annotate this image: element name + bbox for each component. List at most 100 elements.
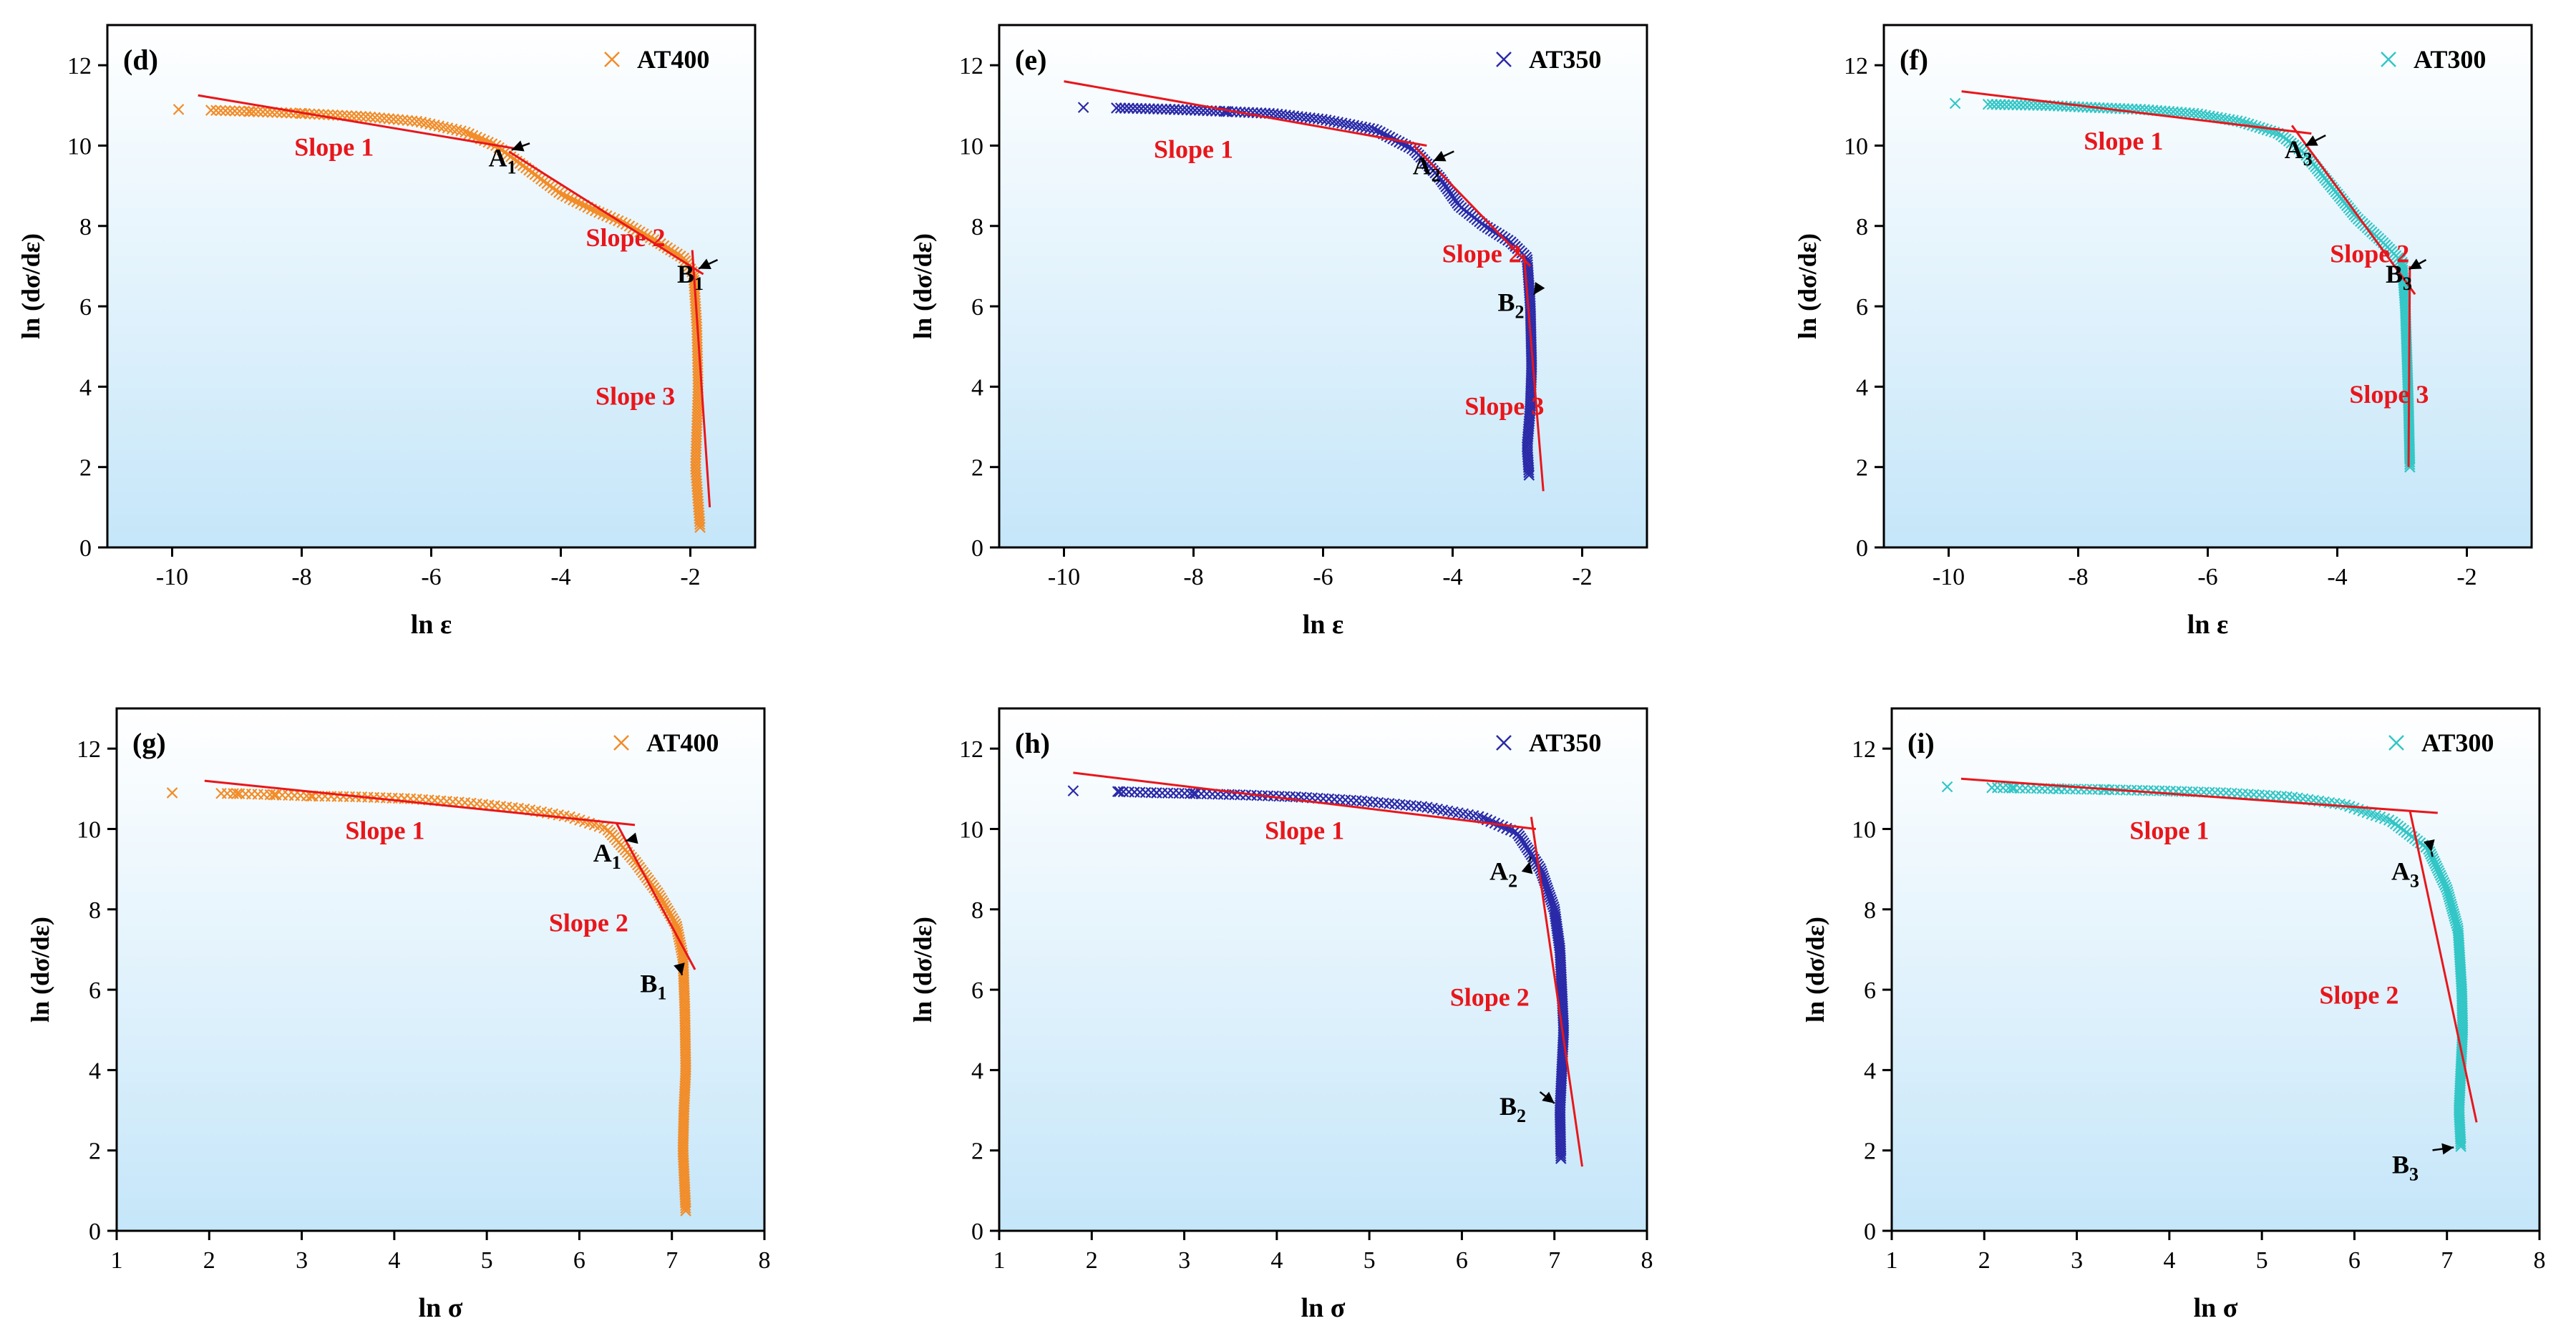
y-tick-label: 8 <box>1856 214 1868 240</box>
y-tick-label: 8 <box>89 897 101 924</box>
x-tick-label: -2 <box>2456 564 2477 590</box>
data-markers <box>1067 785 1570 1164</box>
data-point <box>1077 102 1089 113</box>
x-tick-label: -6 <box>1313 564 1333 590</box>
data-point <box>383 113 395 125</box>
axes-frame <box>998 707 1648 1232</box>
data-point <box>2404 456 2416 468</box>
point-label: B3 <box>2386 260 2412 294</box>
y-tick-label: 4 <box>1856 374 1868 401</box>
y-tick-label: 10 <box>67 133 92 160</box>
data-point <box>2019 99 2031 111</box>
data-point <box>694 519 706 530</box>
data-point <box>379 112 390 125</box>
data-point <box>1986 99 1998 110</box>
point-subscript: 1 <box>657 983 666 1004</box>
slope-annotation: Slope 1 <box>1154 135 1233 163</box>
fit-line <box>2407 265 2411 467</box>
arrow-head <box>674 962 685 975</box>
data-point <box>215 104 227 117</box>
data-point <box>556 189 568 200</box>
y-tick-label: 12 <box>77 736 101 763</box>
point-subscript: 2 <box>1517 1106 1526 1126</box>
data-point <box>2455 1141 2466 1152</box>
data-point <box>411 115 423 127</box>
panel-label: (d) <box>123 44 158 76</box>
data-point <box>655 238 666 250</box>
point-label: B3 <box>2392 1150 2419 1184</box>
data-point <box>680 1058 691 1071</box>
data-point <box>2404 461 2416 473</box>
point-subscript: 2 <box>1432 165 1441 186</box>
data-point <box>1172 104 1185 115</box>
x-tick-label: -8 <box>2068 564 2088 590</box>
data-point <box>172 104 185 115</box>
data-point <box>2073 101 2084 113</box>
data-point <box>677 1141 689 1153</box>
y-tick-label: 0 <box>1856 535 1868 562</box>
plot-background <box>117 708 764 1231</box>
data-point <box>563 192 575 204</box>
y-tick-label: 8 <box>1864 897 1876 924</box>
x-tick-label: -4 <box>550 564 570 590</box>
data-point <box>2106 102 2117 114</box>
data-point <box>397 114 409 126</box>
legend-marker <box>1496 52 1512 67</box>
point-letter: A <box>2285 135 2303 164</box>
point-subscript: 1 <box>507 157 517 177</box>
data-point <box>1523 469 1535 481</box>
data-point <box>313 108 325 120</box>
panel-label: (h) <box>1015 727 1050 759</box>
x-tick-label: -2 <box>680 564 700 590</box>
data-point <box>1181 104 1192 116</box>
x-tick-label: 4 <box>1270 1247 1283 1274</box>
data-point <box>419 117 432 129</box>
legend-label: AT300 <box>2414 45 2486 74</box>
data-point <box>661 242 674 254</box>
x-tick-label: 2 <box>1978 1247 1991 1274</box>
y-tick-label: 6 <box>79 294 92 321</box>
x-tick-label: 6 <box>1456 1247 1468 1274</box>
x-axis-label: ln ε <box>1303 610 1343 640</box>
y-tick-label: 0 <box>971 535 983 562</box>
data-point <box>1949 97 1961 109</box>
data-point <box>568 194 579 206</box>
point-subscript: 1 <box>612 852 621 873</box>
data-point <box>224 105 236 117</box>
plot-background <box>1892 708 2539 1231</box>
data-point <box>429 120 440 131</box>
data-point <box>678 1117 689 1129</box>
x-tick-label: -4 <box>1442 564 1462 590</box>
y-tick-label: 0 <box>971 1219 983 1245</box>
data-point <box>1123 102 1134 114</box>
data-point <box>369 112 381 123</box>
x-tick-label: 1 <box>993 1247 1006 1274</box>
fit-line <box>204 779 636 827</box>
data-point <box>1144 103 1155 114</box>
axes-frame <box>115 707 766 1232</box>
y-tick-label: 12 <box>1844 53 1868 79</box>
fit-line <box>1413 145 1532 267</box>
point-letter: A <box>1413 152 1432 180</box>
x-tick-label: 1 <box>1886 1247 1898 1274</box>
data-point <box>360 111 371 122</box>
y-tick-label: 2 <box>79 455 92 482</box>
data-point <box>1131 102 1143 114</box>
slope-annotation: Slope 1 <box>1265 816 1344 845</box>
y-tick-label: 0 <box>1864 1219 1876 1245</box>
data-point <box>679 1019 691 1030</box>
data-point <box>243 105 255 117</box>
data-point <box>679 1045 691 1057</box>
data-point <box>2261 124 2273 136</box>
plot-background <box>1884 25 2532 547</box>
y-tick-label: 4 <box>1864 1058 1876 1084</box>
x-axis-label: ln σ <box>419 1293 463 1323</box>
y-tick-label: 2 <box>971 455 983 482</box>
arrow-head <box>1533 281 1545 295</box>
x-tick-label: -6 <box>421 564 441 590</box>
x-tick-label: 8 <box>1641 1247 1653 1274</box>
slope-annotation: Slope 3 <box>596 382 675 411</box>
